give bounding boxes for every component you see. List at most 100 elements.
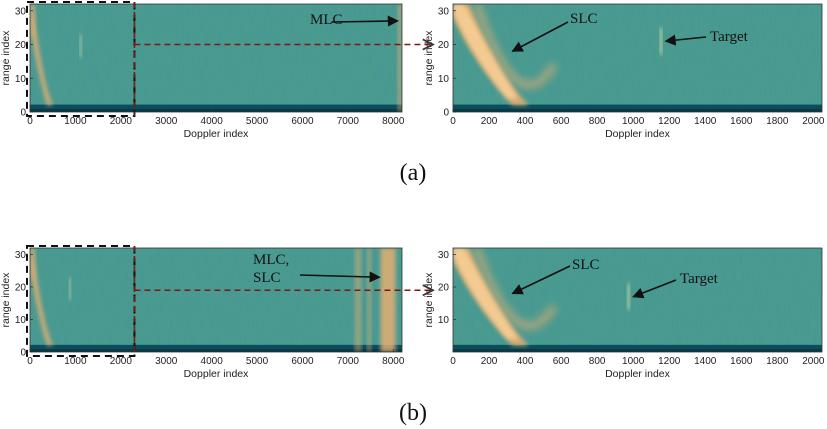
panel-a-zoom-xtick-6: 1200 — [658, 116, 681, 127]
panel-b-target-streak — [68, 277, 71, 300]
panel-b-zoom-xlabel: Doppler index — [605, 368, 671, 380]
panel-a-xtick-5: 5000 — [246, 116, 269, 127]
panel-b-zoom-xtick-9: 1800 — [766, 356, 789, 367]
panel-b-zoom-clutter-hot — [453, 248, 518, 339]
panel-b-xtick-0: 0 — [27, 356, 33, 367]
panel-b-xtick-1: 1000 — [64, 356, 87, 367]
panel-a-zoom-xtick-3: 600 — [553, 116, 570, 127]
panel-b-ytick-2: 20 — [15, 283, 27, 294]
panel-b-ytick-1: 10 — [15, 315, 27, 326]
panel-a-mlc-band — [397, 4, 402, 112]
panel-a-xtick-0: 0 — [27, 116, 33, 127]
panel-a-zoom-ytick-1: 10 — [438, 74, 450, 85]
panel-a-zoom-annotation-1: Target — [710, 29, 749, 45]
panel-b-zoom-xtick-2: 400 — [517, 356, 534, 367]
panel-a-low-band-edge — [30, 108, 402, 112]
panel-b-zoom-target-streak — [627, 283, 630, 310]
panel-a-clutter-top — [31, 4, 36, 38]
panel-a-annotation-0: MLC — [310, 12, 343, 28]
panel-a-zoom-xtick-2: 400 — [517, 116, 534, 127]
panel-b-zoom-low-band-edge — [453, 349, 822, 352]
panel-a-zoom-annotation-arrow-1 — [664, 34, 707, 46]
panel-a-zoom: 0 200 400 600 800 1000 1200 1400 1600 1800 2000 0 10… — [423, 3, 825, 140]
panel-a-noise — [30, 4, 402, 112]
panel-a: 0 1000 2000 3000 4000 5000 6000 7000 8000 0 10 20 30… — [0, 1, 405, 140]
panel-a-zoom-target-streak — [659, 27, 663, 55]
panel-a-zoom-xtick-9: 1800 — [766, 116, 789, 127]
panel-b-zoom-ytick-0: 10 — [438, 315, 450, 326]
panel-a-ytick-0: 0 — [20, 108, 26, 119]
panel-b-zoom-xtick-10: 2000 — [802, 356, 825, 367]
panel-b-zoom-annotation-0: SLC — [572, 257, 600, 273]
panel-a-plot-area — [30, 4, 402, 112]
panel-a-xtick-2: 2000 — [110, 116, 133, 127]
panel-a-annotation-arrow-0 — [331, 15, 399, 27]
panel-a-zoom-annotation-0: SLC — [570, 11, 598, 27]
panel-a-xtick-8: 8000 — [382, 116, 405, 127]
panel-b-zoom: 0 200 400 600 800 1000 1200 1400 1600 1800 2000 10 2… — [423, 247, 825, 380]
panel-b-zoom-xtick-7: 1400 — [694, 356, 717, 367]
panel-a-xtick-3: 3000 — [155, 116, 178, 127]
panel-a-target-streak — [79, 34, 82, 58]
panel-b-mlc-band-0 — [354, 248, 362, 352]
panel-b-zoom-annotation-arrow-0 — [511, 265, 571, 295]
panel-a-ylabel: range index — [0, 30, 12, 86]
panel-a-zoom-low-band — [453, 104, 822, 112]
panel-a-zoom-xlabel: Doppler index — [605, 128, 671, 140]
panel-b-ytick-0: 0 — [20, 348, 26, 359]
panel-a-ytick-1: 10 — [15, 74, 27, 85]
panel-b-zoom-xtick-5: 1000 — [622, 356, 645, 367]
panel-b-clutter-top — [31, 248, 36, 281]
panel-a-zoom-xtick-4: 800 — [589, 116, 606, 127]
panel-a-zoom-ytick-3: 30 — [438, 6, 450, 17]
panel-b-zoom-xtick-4: 800 — [589, 356, 606, 367]
panel-a-zoom-clutter-hot — [453, 4, 518, 99]
panel-a-zoom-ylabel: range index — [423, 30, 435, 86]
panel-a-zoom-xtick-8: 1600 — [730, 116, 753, 127]
panel-b-mlc-band-2 — [380, 248, 396, 352]
panel-b-mlc-band-1 — [366, 248, 372, 352]
panel-a-ytick-3: 30 — [15, 6, 27, 17]
panel-a-ytick-2: 20 — [15, 40, 27, 51]
panel-a-xtick-1: 1000 — [64, 116, 87, 127]
panel-b-zoom-xtick-6: 1200 — [658, 356, 681, 367]
panel-a-zoom-ytick-0: 0 — [443, 108, 449, 119]
panel-a-xlabel: Doppler index — [184, 128, 250, 140]
caption-b: (b) — [399, 400, 427, 426]
panel-a-xtick-7: 7000 — [337, 116, 360, 127]
connectors-layer — [133, 2, 433, 356]
panel-b-ytick-3: 30 — [15, 250, 27, 261]
panel-b-xlabel: Doppler index — [184, 368, 250, 380]
panel-b-annotation-arrow-0 — [299, 271, 381, 283]
panels-layer: 0 1000 2000 3000 4000 5000 6000 7000 80000102030… — [0, 1, 825, 380]
panel-b-zoom-xtick-3: 600 — [553, 356, 570, 367]
panel-b: 0 1000 2000 3000 4000 5000 6000 7000 8000 0 10 20 30… — [0, 245, 405, 380]
panel-a-low-band — [30, 104, 402, 112]
panel-a-zoom-box — [26, 1, 136, 117]
panel-b-xtick-2: 2000 — [110, 356, 133, 367]
panel-a-xtick-6: 6000 — [291, 116, 314, 127]
panel-a-zoom-low-band-edge — [453, 108, 822, 112]
panel-b-annotation-0: MLC, — [253, 252, 289, 268]
panel-a-zoom-xtick-5: 1000 — [622, 116, 645, 127]
panel-b-zoom-xtick-8: 1600 — [730, 356, 753, 367]
panel-b-zoom-ylabel: range index — [423, 272, 435, 328]
panel-b-annotation-0-line2: SLC — [253, 270, 281, 286]
panel-b-xtick-6: 6000 — [291, 356, 314, 367]
panel-b-zoom-low-band — [453, 344, 822, 352]
panel-b-low-band-edge — [30, 349, 402, 352]
panel-b-zoom-ytick-1: 20 — [438, 283, 450, 294]
panel-b-ylabel: range index — [0, 272, 12, 328]
panel-b-zoom-xtick-1: 200 — [481, 356, 498, 367]
panel-b-plot-area — [30, 248, 402, 352]
panel-b-zoom-annotation-1: Target — [680, 271, 719, 287]
panel-b-zoom-ytick-2: 30 — [438, 250, 450, 261]
caption-a: (a) — [400, 160, 427, 186]
panel-b-low-band — [30, 344, 402, 352]
panel-a-zoom-xtick-7: 1400 — [694, 116, 717, 127]
panel-a-zoom-xtick-10: 2000 — [802, 116, 825, 127]
panel-a-zoom-plot-area — [453, 4, 822, 112]
panel-b-xtick-3: 3000 — [155, 356, 178, 367]
panel-a-xtick-4: 4000 — [201, 116, 224, 127]
